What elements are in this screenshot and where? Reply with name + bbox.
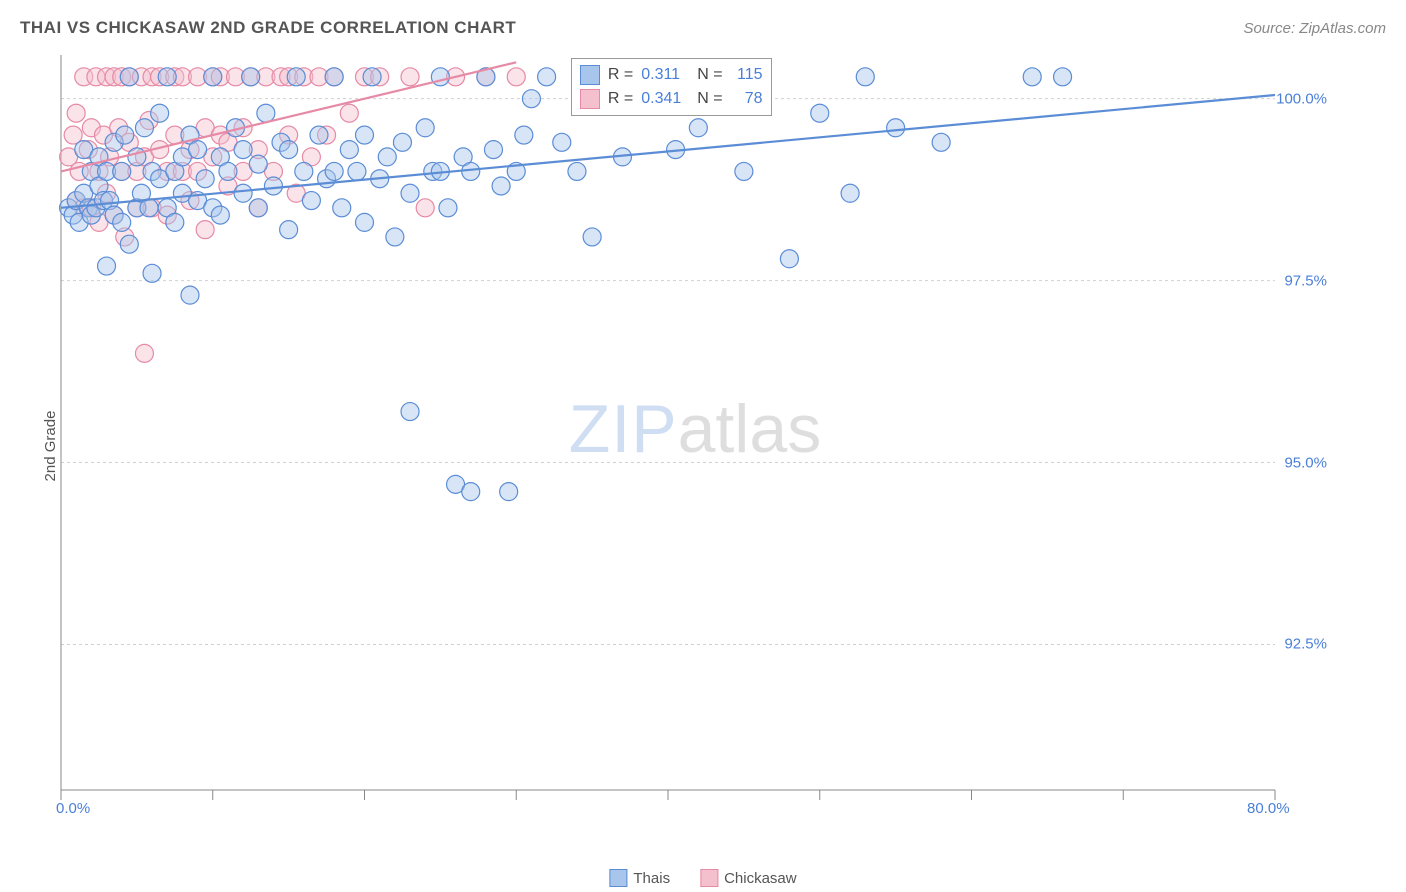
legend: Thais Chickasaw bbox=[609, 869, 796, 887]
legend-swatch bbox=[700, 869, 718, 887]
legend-item: Thais bbox=[609, 869, 670, 887]
stats-r-value: 0.311 bbox=[641, 66, 689, 84]
chart-area: ZIPatlas R = 0.311 N = 115 R = 0.341 N =… bbox=[55, 55, 1335, 835]
y-tick-label: 97.5% bbox=[1284, 272, 1327, 289]
stats-swatch bbox=[580, 65, 600, 85]
legend-swatch bbox=[609, 869, 627, 887]
legend-label: Thais bbox=[633, 870, 670, 887]
stats-n-label: N = bbox=[697, 90, 722, 108]
stats-r-label: R = bbox=[608, 66, 633, 84]
stats-row: R = 0.311 N = 115 bbox=[580, 63, 763, 87]
stats-swatch bbox=[580, 89, 600, 109]
stats-n-value: 115 bbox=[731, 66, 763, 84]
scatter-plot bbox=[55, 55, 1335, 835]
legend-item: Chickasaw bbox=[700, 869, 797, 887]
chart-title: THAI VS CHICKASAW 2ND GRADE CORRELATION … bbox=[20, 18, 516, 38]
y-tick-label: 100.0% bbox=[1276, 90, 1327, 107]
stats-row: R = 0.341 N = 78 bbox=[580, 87, 763, 111]
correlation-stats-box: R = 0.311 N = 115 R = 0.341 N = 78 bbox=[571, 58, 772, 116]
x-tick-label-min: 0.0% bbox=[56, 800, 90, 817]
legend-label: Chickasaw bbox=[724, 870, 797, 887]
chart-source: Source: ZipAtlas.com bbox=[1243, 20, 1386, 37]
stats-r-label: R = bbox=[608, 90, 633, 108]
y-tick-label: 95.0% bbox=[1284, 454, 1327, 471]
y-tick-label: 92.5% bbox=[1284, 636, 1327, 653]
stats-r-value: 0.341 bbox=[641, 90, 689, 108]
stats-n-label: N = bbox=[697, 66, 722, 84]
chart-header: THAI VS CHICKASAW 2ND GRADE CORRELATION … bbox=[20, 18, 1386, 38]
x-tick-label-max: 80.0% bbox=[1247, 800, 1290, 817]
stats-n-value: 78 bbox=[731, 90, 763, 108]
